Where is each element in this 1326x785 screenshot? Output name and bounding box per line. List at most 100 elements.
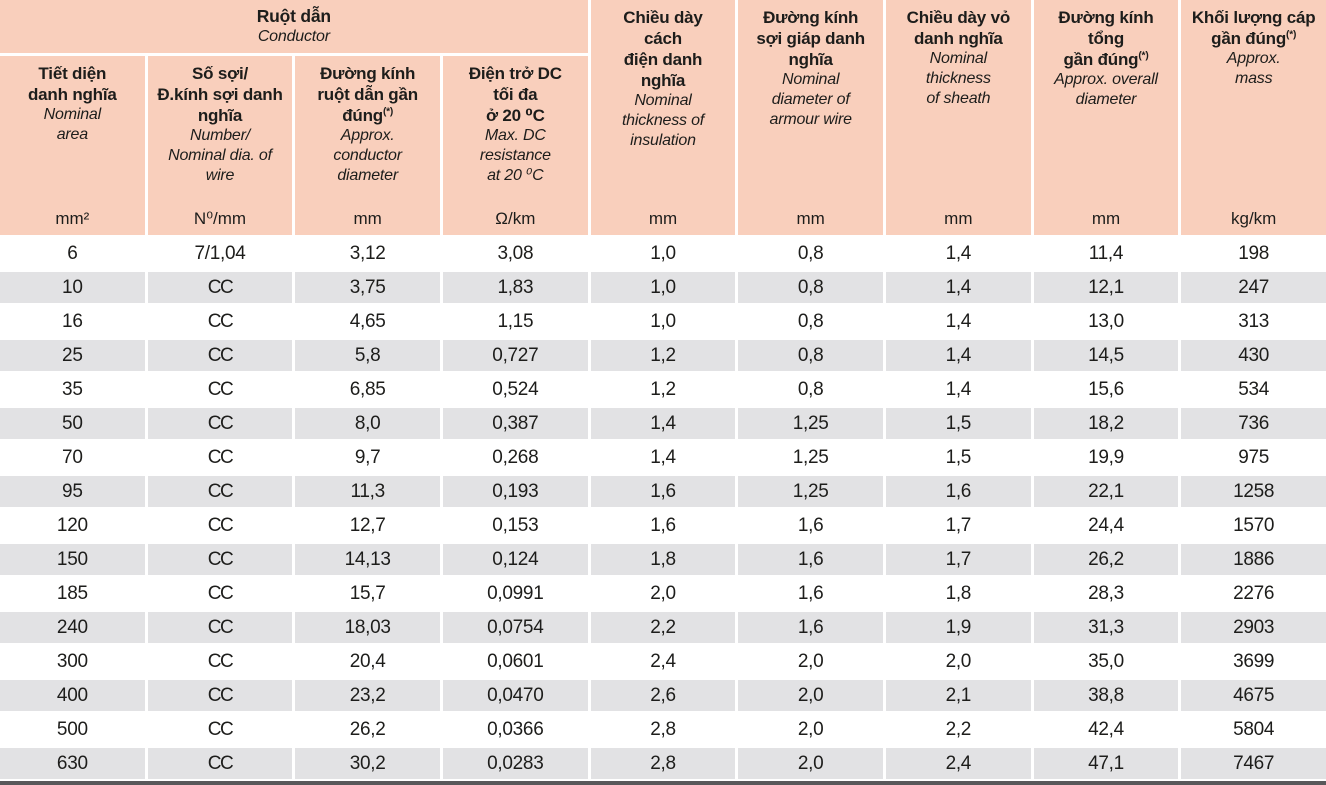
table-cell: 42,4 [1033,714,1179,745]
table-cell: 1,0 [590,306,736,337]
table-cell: 26,2 [1033,544,1179,575]
table-cell: 2903 [1181,612,1326,643]
column-title-vi: Khối lượng cáp gần đúng(*) [1191,8,1316,49]
table-cell: 70 [0,442,145,473]
table-cell: 7467 [1181,748,1326,779]
table-cell: 31,3 [1033,612,1179,643]
table-cell: 1,9 [886,612,1031,643]
table-row: 70 CC 9,7 0,268 1,4 1,25 1,5 19,9 975 [0,442,1326,473]
table-cell: 3,08 [443,238,588,269]
table-cell: 1,8 [590,544,736,575]
table-cell: CC [147,476,293,507]
column-unit: mm [648,209,678,228]
table-cell: 1,7 [886,544,1031,575]
column-header-nominal-area: Tiết diện danh nghĩa Nominal area mm² [0,56,145,235]
table-cell: 1,6 [886,476,1031,507]
table-cell: 2,8 [590,748,736,779]
column-title-en: Approx. overall diameter [1054,71,1158,109]
column-title-en: Approx. conductor diameter [333,127,402,185]
table-cell: 1,4 [886,272,1031,303]
column-header-number-wire-dia: Số sợi/ Đ.kính sợi danh nghĩa Number/ No… [147,56,293,235]
table-cell: 0,8 [738,306,883,337]
table-cell: 2,0 [590,578,736,609]
table-cell: 38,8 [1033,680,1179,711]
column-title-vi: Đường kính ruột dẫn gần đúng(*) [317,64,418,126]
column-header-dc-resistance: Điện trở DC tối đa ở 20 ⁰C Max. DC resis… [443,56,588,235]
table-cell: 247 [1181,272,1326,303]
table-row: 10 CC 3,75 1,83 1,0 0,8 1,4 12,1 247 [0,272,1326,303]
table-row: 240 CC 18,03 0,0754 2,2 1,6 1,9 31,3 2903 [0,612,1326,643]
table-cell: 1,25 [738,442,883,473]
table-cell: 0,193 [443,476,588,507]
table-cell: 1,15 [443,306,588,337]
column-title-block: Đường kính tổng gần đúng(*) Approx. over… [1054,7,1158,110]
table-cell: 300 [0,646,145,677]
column-unit: mm² [55,209,90,228]
table-cell: 0,0991 [443,578,588,609]
column-title-en: Nominal thickness of sheath [925,50,991,108]
table-cell: 11,4 [1033,238,1179,269]
column-title-block: Chiều dày vỏ danh nghĩa Nominal thicknes… [907,7,1011,109]
table-cell: 6 [0,238,145,269]
table-cell: 12,7 [295,510,440,541]
column-title-block: Số sợi/ Đ.kính sợi danh nghĩa Number/ No… [157,63,282,186]
table-cell: CC [147,544,293,575]
table-cell: 1886 [1181,544,1326,575]
column-unit: mm [1091,209,1121,228]
table-cell: 28,3 [1033,578,1179,609]
table-cell: 1258 [1181,476,1326,507]
table-cell: 16 [0,306,145,337]
table-cell: 400 [0,680,145,711]
column-header-overall-diameter: Đường kính tổng gần đúng(*) Approx. over… [1033,0,1179,235]
table-cell: 14,5 [1033,340,1179,371]
table-cell: CC [147,714,293,745]
table-cell: 630 [0,748,145,779]
table-cell: 23,2 [295,680,440,711]
table-cell: 6,85 [295,374,440,405]
table-cell: CC [147,748,293,779]
table-cell: 0,268 [443,442,588,473]
table-cell: 185 [0,578,145,609]
group-title-vi: Ruột dẫn [256,5,331,26]
table-cell: 24,4 [1033,510,1179,541]
table-cell: 1,8 [886,578,1031,609]
table-cell: 47,1 [1033,748,1179,779]
table-cell: 500 [0,714,145,745]
column-title-block: Điện trở DC tối đa ở 20 ⁰C Max. DC resis… [469,63,562,186]
spec-table-header: Ruột dẫn Conductor Tiết diện danh nghĩa … [0,0,1326,235]
column-header-armour-wire-diameter: Đường kính sợi giáp danh nghĩa Nominal d… [738,0,883,235]
table-cell: CC [147,646,293,677]
table-cell: 2,0 [738,646,883,677]
table-cell: CC [147,306,293,337]
table-row: 400 CC 23,2 0,0470 2,6 2,0 2,1 38,8 4675 [0,680,1326,711]
table-cell: CC [147,340,293,371]
column-title-vi: Đường kính tổng gần đúng(*) [1058,8,1154,70]
table-row: 35 CC 6,85 0,524 1,2 0,8 1,4 15,6 534 [0,374,1326,405]
table-cell: 1,4 [886,340,1031,371]
table-cell: 0,727 [443,340,588,371]
table-cell: 0,0366 [443,714,588,745]
table-cell: 0,8 [738,340,883,371]
table-cell: 3,75 [295,272,440,303]
column-title-block: Đường kính ruột dẫn gần đúng(*) Approx. … [317,63,418,186]
table-cell: 0,524 [443,374,588,405]
table-cell: 35,0 [1033,646,1179,677]
table-row: 120 CC 12,7 0,153 1,6 1,6 1,7 24,4 1570 [0,510,1326,541]
table-cell: 14,13 [295,544,440,575]
table-cell: 2,0 [738,680,883,711]
table-cell: 150 [0,544,145,575]
table-cell: 240 [0,612,145,643]
column-title-vi: Tiết diện danh nghĩa [27,64,117,105]
table-cell: 2,1 [886,680,1031,711]
table-cell: 12,1 [1033,272,1179,303]
table-cell: 1,25 [738,476,883,507]
table-cell: 1,0 [590,272,736,303]
table-cell: 3699 [1181,646,1326,677]
column-unit: N⁰/mm [193,209,247,228]
table-cell: 1,7 [886,510,1031,541]
table-cell: 0,387 [443,408,588,439]
spec-table-body: 6 7/1,04 3,12 3,08 1,0 0,8 1,4 11,4 198 10 CC 3,75 1… [0,238,1326,779]
table-row: 25 CC 5,8 0,727 1,2 0,8 1,4 14,5 430 [0,340,1326,371]
column-header-sheath-thickness: Chiều dày vỏ danh nghĩa Nominal thicknes… [886,0,1031,235]
